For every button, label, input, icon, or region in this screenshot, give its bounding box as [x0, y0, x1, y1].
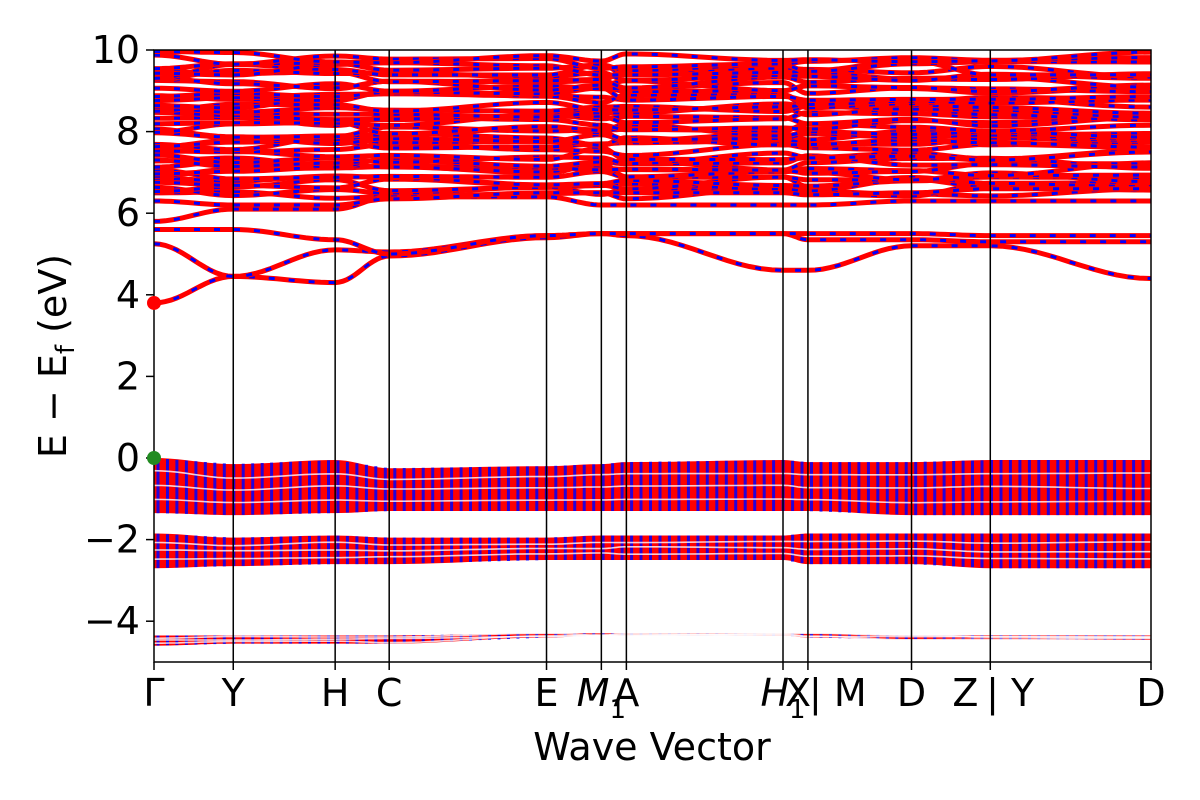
band-gap-v-top: [154, 469, 1151, 481]
band-line-high-dashed: [154, 53, 1151, 70]
kpoint-label: Z: [952, 671, 978, 715]
band-line-high-dashed: [154, 185, 1151, 201]
plot-frame: [153, 49, 1152, 663]
band-line-high-dashed: [154, 75, 1151, 90]
band-line-high-dashed: [154, 80, 1151, 95]
band-gap-v-mid: [154, 540, 1151, 547]
band-line-high-dashed: [154, 142, 1151, 158]
extrema-markers: [147, 295, 161, 465]
y-axis-label-unit: (eV): [31, 254, 75, 345]
band-line-high-dashed: [154, 175, 1151, 191]
kpoint-label: E: [535, 671, 559, 715]
x-axis-label: Wave Vector: [533, 725, 771, 769]
band-gap-v-low: [154, 633, 1151, 645]
kpoint-label: C: [376, 671, 403, 715]
plot-area: [154, 50, 1151, 646]
band-line-high-dashed: [154, 103, 1151, 115]
band-line-high-dashed: [154, 89, 1151, 107]
kpoint-label: X: [785, 671, 811, 715]
kpoint-label: M1: [577, 671, 626, 725]
kpoint-label: | Y: [986, 671, 1035, 716]
band-line-high-dashed: [154, 102, 1151, 119]
kpoint-label: D: [897, 671, 926, 715]
band-line-c5-dashed: [154, 187, 1151, 207]
band-line-c3-dashed: [154, 228, 1151, 256]
band-line-c4-dashed: [154, 195, 1151, 223]
y-tick-label: 2: [116, 354, 140, 398]
marker-cbm: [147, 295, 161, 310]
kpoint-label: Γ: [143, 671, 164, 715]
kpoint-label: Y: [221, 671, 246, 715]
y-tick-label: 6: [116, 191, 140, 235]
kpath-lines: [232, 50, 992, 662]
y-axis-label-main: E − E: [31, 354, 75, 458]
kpoint-label: H: [321, 671, 350, 715]
band-gap-v-low: [154, 632, 1151, 641]
band-line-high-dashed: [154, 168, 1151, 184]
kpoint-label: A: [613, 671, 639, 715]
band-line-high-dashed: [154, 96, 1151, 113]
y-axis-ticks: −4 −2 0 2 4 6 8 10: [84, 28, 154, 643]
band-gap-v-mid: [154, 552, 1151, 560]
band-gap-v-mid: [154, 545, 1151, 553]
band-gap-v-top: [154, 484, 1151, 491]
y-tick-label: −2: [84, 518, 140, 562]
y-tick-label: 8: [116, 110, 140, 154]
y-tick-label: 0: [116, 436, 140, 480]
band-line-c2-dashed: [154, 232, 1151, 278]
band-line-c4: [154, 194, 1151, 224]
band-line-high-dashed: [154, 156, 1151, 172]
kpoint-label: D: [1136, 671, 1165, 715]
y-axis-label: E − Ef (eV): [31, 254, 81, 458]
y-tick-label: −4: [84, 599, 140, 643]
marker-vbm: [147, 451, 161, 465]
kpoint-label: | M: [809, 671, 867, 716]
band-gap-v-top: [154, 498, 1151, 504]
y-tick-label: 4: [116, 273, 140, 317]
kpoint-label: H1: [760, 671, 805, 725]
y-tick-label: 10: [92, 28, 140, 72]
band-line-high-dashed: [154, 50, 1151, 65]
y-axis-label-sub: f: [51, 344, 81, 354]
